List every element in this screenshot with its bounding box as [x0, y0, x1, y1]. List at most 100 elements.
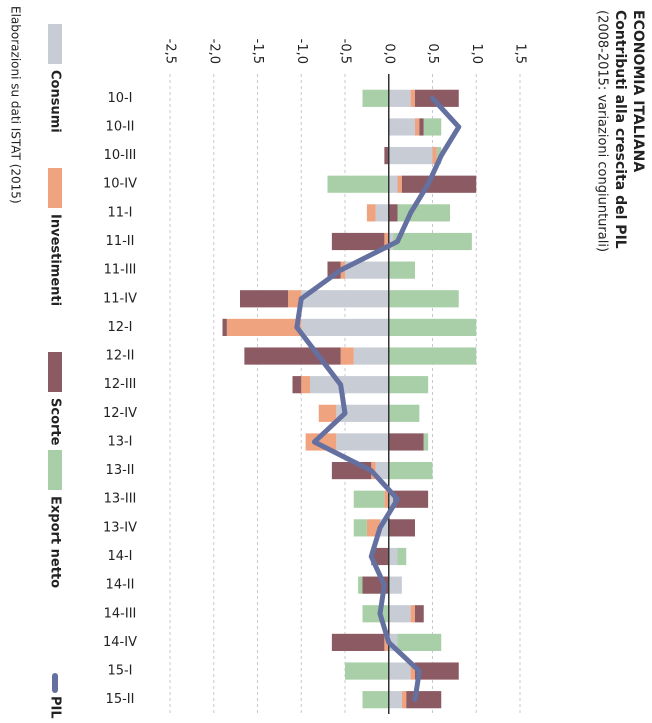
y-tick-label: 0,0 [381, 43, 396, 64]
bar-segment [331, 232, 385, 251]
legend-label: Export netto [48, 496, 63, 588]
bar-segment [423, 118, 442, 136]
x-tick-label: 14-IV [103, 635, 137, 650]
x-tick-label: 13-II [106, 463, 135, 478]
bar-segment [226, 318, 302, 336]
bar-segment [327, 175, 389, 193]
bar-segment [375, 204, 389, 222]
bar-segment [336, 433, 389, 451]
chart-subtitle: Contributi alla crescita del PIL [612, 10, 628, 249]
bar-segment [410, 89, 415, 107]
bar-segment [388, 605, 411, 623]
x-tick-label: 15-II [106, 692, 135, 707]
x-tick-label: 11-II [106, 234, 135, 249]
x-tick-label: 12-IV [103, 406, 137, 421]
x-tick-label: 12-II [106, 349, 135, 364]
bar-segment [432, 147, 437, 165]
bar-segment [388, 404, 420, 422]
bar-segment [393, 232, 472, 251]
y-tick-label: -1,5 [250, 39, 265, 64]
bar-segment [415, 605, 424, 623]
rotated-chart: ECONOMIA ITALIANA Contributi alla cresci… [9, 6, 647, 719]
bar-segment [388, 547, 398, 566]
bar-segment [388, 204, 398, 222]
bar-segment [375, 462, 389, 480]
x-tick-label: 14-II [106, 578, 135, 593]
bar-segment [406, 691, 442, 709]
x-tick-label: 13-I [107, 434, 132, 449]
bar-segment [397, 547, 407, 566]
bar-segment [362, 89, 389, 107]
y-tick-label: 1,0 [469, 43, 484, 64]
bar-segment [401, 175, 477, 193]
bar-segment [292, 376, 302, 394]
y-tick-label: -2,5 [163, 39, 178, 64]
y-tick-label: 1,5 [513, 43, 528, 64]
source: Elaborazioni su dati ISTAT (2015) [9, 6, 23, 204]
bar-segment [362, 691, 389, 709]
bar-segment [331, 462, 372, 480]
bar-segment [388, 118, 415, 136]
bar-segment [393, 490, 429, 508]
bar-segment [301, 376, 310, 394]
legend-swatch [48, 352, 62, 392]
bar-segment [310, 376, 389, 394]
legend-label: Consumi [48, 70, 63, 133]
bar-segment [358, 576, 363, 594]
bar-segment [366, 204, 376, 222]
bar-segment [410, 605, 415, 623]
bar-segment [388, 175, 398, 193]
x-tick-label: 15-I [107, 664, 132, 679]
y-tick-label: -0,5 [338, 39, 353, 64]
bar-segment [353, 490, 385, 508]
bar-segment [318, 404, 337, 422]
x-tick-label: 13-III [104, 492, 137, 507]
x-tick-label: 12-III [104, 377, 137, 392]
x-tick-label: 11-III [104, 263, 137, 278]
bar-segment [388, 462, 433, 480]
x-tick-label: 12-I [107, 320, 132, 335]
chart-note: (2008-2015: variazioni congiunturali) [595, 10, 610, 252]
bar-segment [388, 347, 477, 365]
x-tick-label: 11-I [107, 205, 132, 220]
legend-label: Investimenti [48, 214, 63, 306]
bar-segment [388, 433, 424, 451]
bar-segment [288, 290, 302, 308]
bar-segment [388, 147, 433, 165]
x-tick-label: 11-IV [103, 291, 137, 306]
bar-segment [362, 605, 389, 623]
bar-segment [415, 662, 459, 680]
bar-segment [384, 490, 389, 508]
bar-segment [423, 433, 429, 451]
bar-segment [397, 633, 442, 651]
bar-segment [384, 147, 389, 165]
x-tick-label: 10-II [106, 119, 135, 134]
chart-title: ECONOMIA ITALIANA [630, 10, 646, 172]
bar-segment [340, 347, 354, 365]
x-tick-label: 13-IV [103, 520, 137, 535]
legend-swatch [48, 450, 62, 490]
bar-segment [336, 404, 389, 422]
x-tick-label: 10-I [107, 91, 132, 106]
bar-segment [301, 290, 389, 308]
bar-segment [388, 519, 415, 537]
legend-label: PIL [48, 696, 63, 719]
bar-segment [388, 376, 429, 394]
bar-segment [388, 691, 402, 709]
bar-segment [388, 576, 402, 594]
bar-segment [415, 118, 420, 136]
y-tick-label: 0,5 [425, 43, 440, 64]
bar-segment [305, 433, 337, 451]
bar-segment [222, 318, 227, 336]
x-tick-label: 10-IV [103, 177, 137, 192]
bar-segment [388, 261, 415, 279]
bar-segment [415, 89, 459, 107]
legend-swatch [48, 168, 62, 208]
x-tick-label: 14-I [107, 549, 132, 564]
bar-segment [397, 175, 402, 193]
bar-segment [388, 89, 411, 107]
pil-line [294, 95, 462, 703]
bar-segment [353, 347, 389, 365]
